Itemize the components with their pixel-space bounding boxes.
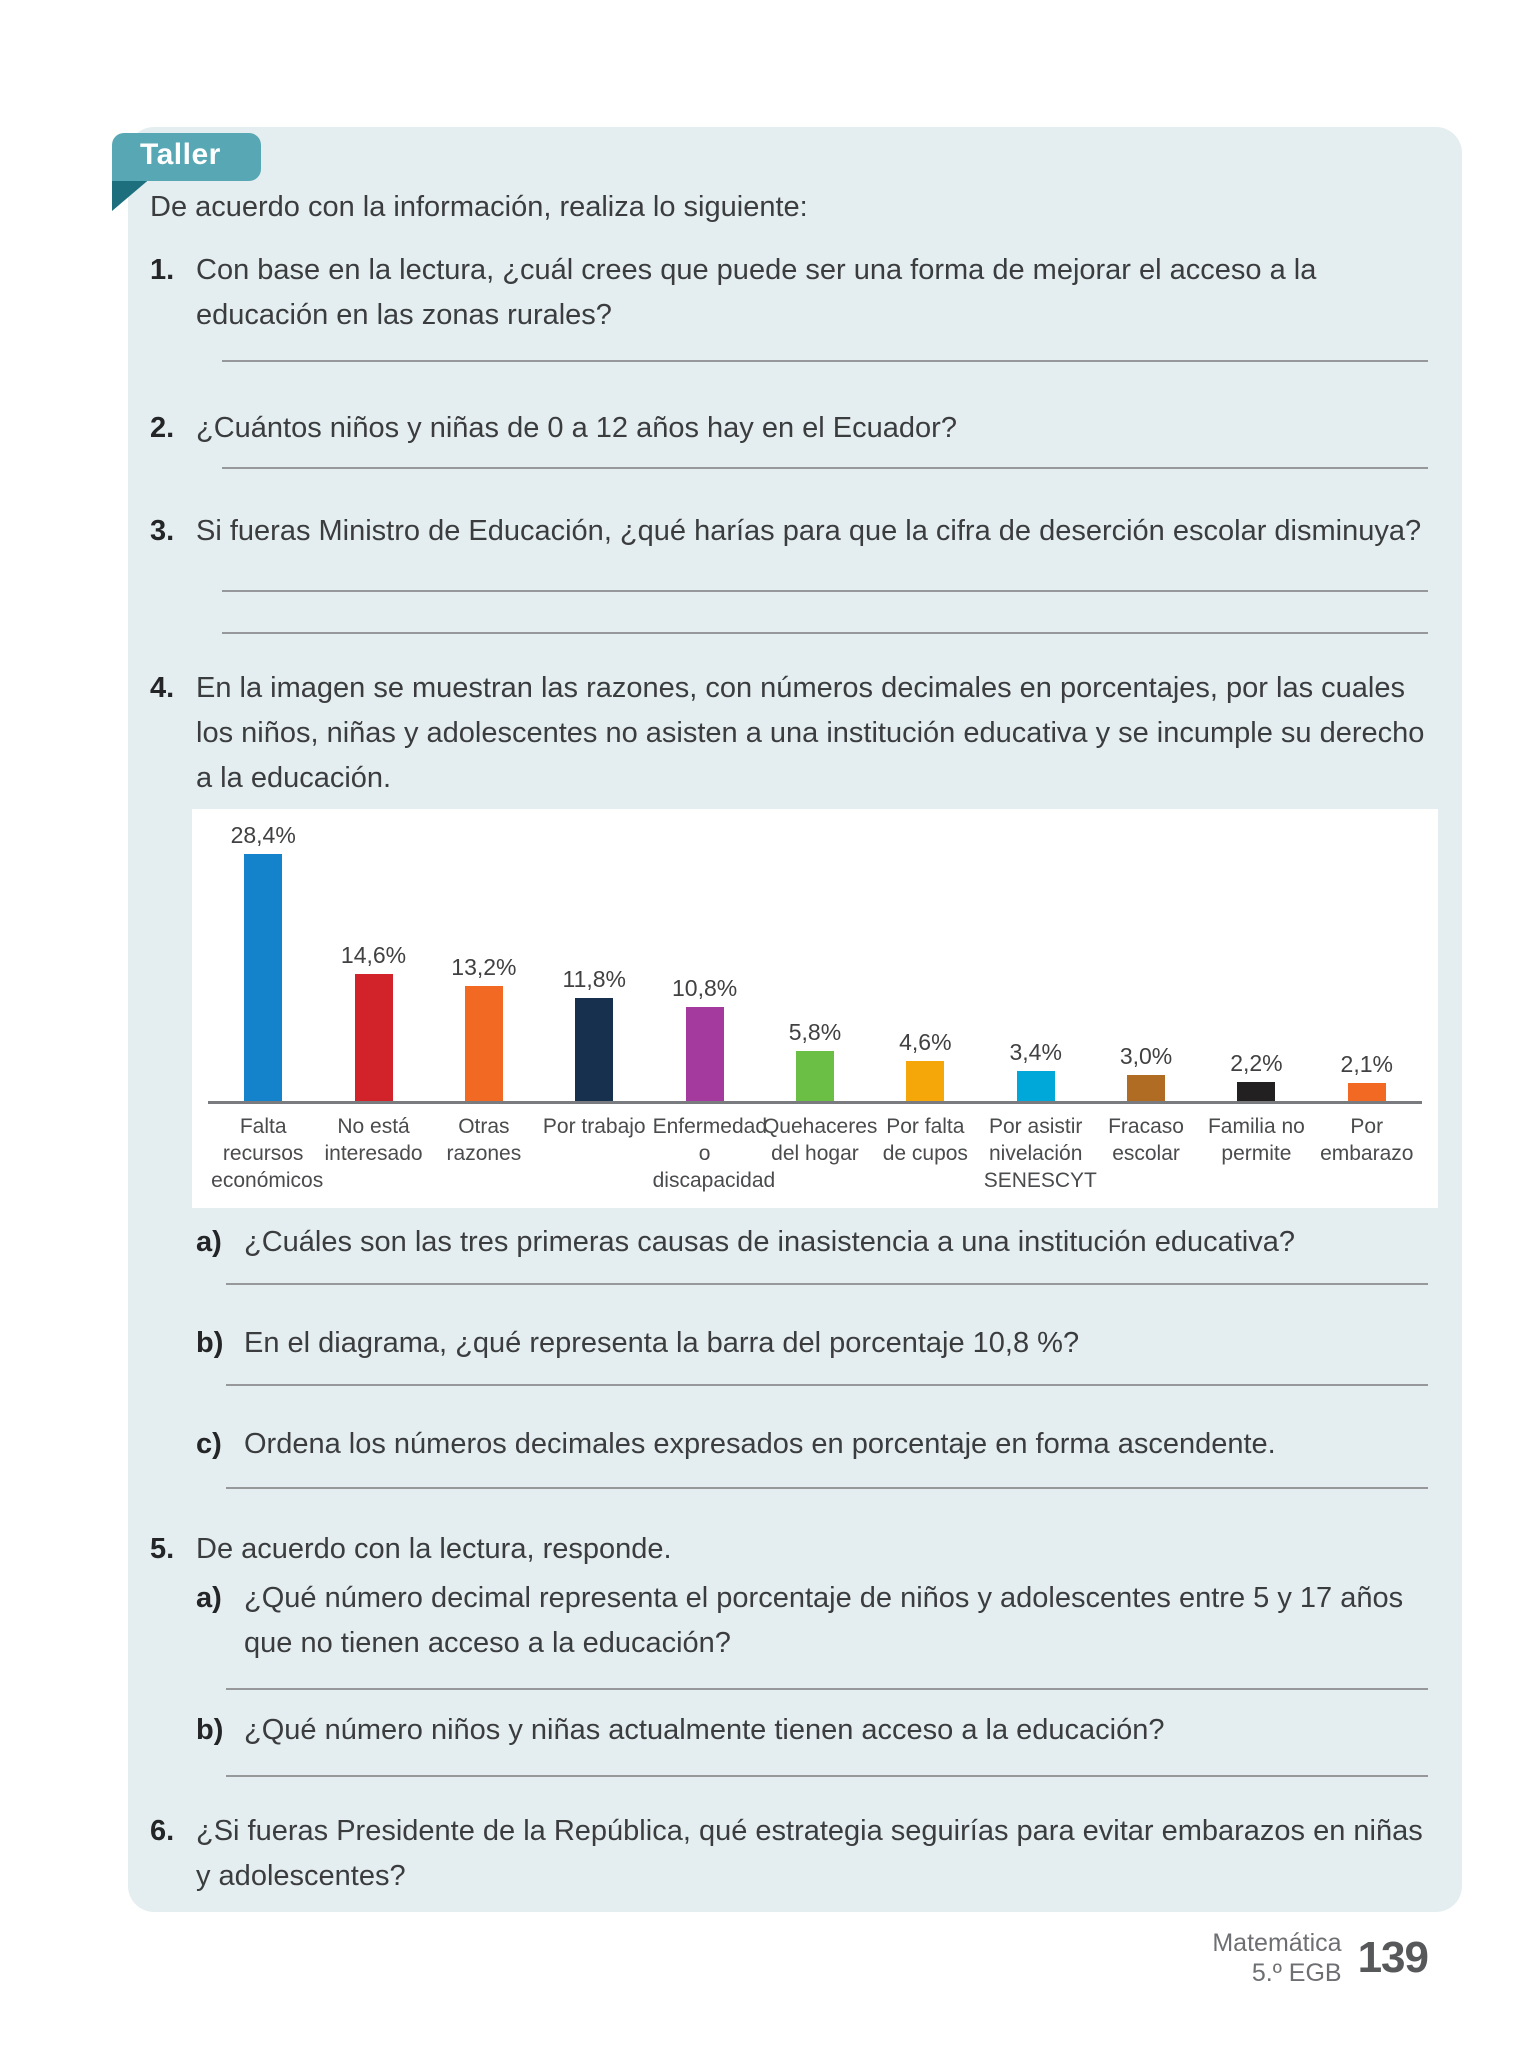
question-1: 1. Con base en la lectura, ¿cuál crees q… bbox=[150, 248, 1428, 338]
footer-subject: Matemática bbox=[1212, 1929, 1342, 1957]
bar-column: 11,8% bbox=[539, 966, 649, 1101]
answer-line bbox=[222, 360, 1428, 362]
bar-category-label: Fracaso escolar bbox=[1108, 1115, 1184, 1165]
intro-text: De acuerdo con la información, realiza l… bbox=[150, 191, 808, 223]
footer-subject-grade: Matemática 5.º EGB bbox=[1212, 1928, 1341, 1988]
bar-category-label: Otras razones bbox=[446, 1115, 522, 1165]
worksheet-panel: De acuerdo con la información, realiza l… bbox=[128, 127, 1462, 1912]
bar-chart-category-labels: Falta recursos económicos No está interes… bbox=[208, 1104, 1422, 1194]
question-1-text: Con base en la lectura, ¿cuál crees que … bbox=[196, 254, 1317, 331]
question-1-number: 1. bbox=[150, 254, 175, 286]
bar-chart: 28,4% 14,6% 13,2% 11,8% 10,8% 5,8% 4,6% 3,4% 3,0… bbox=[192, 809, 1438, 1208]
question-5b: b) ¿Qué número niños y niñas actualmente… bbox=[196, 1708, 1428, 1753]
question-5-number: 5. bbox=[150, 1533, 175, 1565]
question-5b-text: ¿Qué número niños y niñas actualmente ti… bbox=[244, 1714, 1165, 1746]
bar-value-label: 3,4% bbox=[1009, 1039, 1062, 1065]
bar-column: 3,4% bbox=[981, 1039, 1091, 1101]
question-4-number: 4. bbox=[150, 672, 175, 704]
question-4b-text: En el diagrama, ¿qué representa la barra… bbox=[244, 1327, 1080, 1359]
bar-column: 28,4% bbox=[208, 822, 318, 1101]
bar-category-label: Por falta de cupos bbox=[882, 1115, 968, 1165]
bar-category-label: Por trabajo bbox=[542, 1115, 646, 1138]
bar-column: 4,6% bbox=[870, 1029, 980, 1101]
question-2: 2. ¿Cuántos niños y niñas de 0 a 12 años… bbox=[150, 406, 1428, 451]
bar-column: 3,0% bbox=[1091, 1043, 1201, 1101]
answer-line bbox=[226, 1384, 1428, 1386]
bar-value-label: 28,4% bbox=[230, 822, 296, 848]
question-3: 3. Si fueras Ministro de Educación, ¿qué… bbox=[150, 509, 1428, 554]
answer-line bbox=[222, 467, 1428, 469]
bar-column: 5,8% bbox=[760, 1019, 870, 1101]
answer-line bbox=[222, 590, 1428, 592]
bar bbox=[575, 998, 614, 1101]
bar bbox=[354, 974, 393, 1101]
bar-value-label: 11,8% bbox=[562, 966, 627, 992]
answer-line bbox=[222, 632, 1428, 634]
question-5a: a) ¿Qué número decimal representa el por… bbox=[196, 1576, 1428, 1666]
bar-category-label: Falta recursos económicos bbox=[211, 1115, 324, 1192]
question-6: 6. ¿Si fueras Presidente de la República… bbox=[150, 1809, 1428, 1899]
bar bbox=[1347, 1083, 1386, 1101]
bar-category-label: Familia no permite bbox=[1207, 1115, 1305, 1165]
bar bbox=[1127, 1075, 1166, 1101]
bar-category-label: Por embarazo bbox=[1320, 1115, 1414, 1165]
bar-column: 2,2% bbox=[1201, 1050, 1311, 1101]
taller-tab: Taller bbox=[112, 133, 261, 181]
question-5a-text: ¿Qué número decimal representa el porcen… bbox=[244, 1582, 1404, 1659]
bar-category-label: Quehaceres del hogar bbox=[762, 1115, 878, 1165]
question-5b-letter: b) bbox=[196, 1714, 224, 1746]
bar-value-label: 10,8% bbox=[672, 975, 738, 1001]
bar-column: 10,8% bbox=[649, 975, 759, 1101]
answer-line bbox=[226, 1688, 1428, 1690]
bar-column: 14,6% bbox=[318, 942, 428, 1101]
question-4a-letter: a) bbox=[196, 1226, 222, 1258]
bar-value-label: 2,2% bbox=[1230, 1050, 1283, 1076]
question-3-text: Si fueras Ministro de Educación, ¿qué ha… bbox=[196, 515, 1422, 547]
bar-value-label: 4,6% bbox=[899, 1029, 952, 1055]
bar-column: 2,1% bbox=[1312, 1051, 1422, 1101]
question-4b: b) En el diagrama, ¿qué representa la ba… bbox=[196, 1321, 1428, 1366]
question-4c: c) Ordena los números decimales expresad… bbox=[196, 1422, 1428, 1467]
bar-chart-plot-area: 28,4% 14,6% 13,2% 11,8% 10,8% 5,8% 4,6% 3,4% 3,0… bbox=[208, 819, 1422, 1104]
bar-value-label: 3,0% bbox=[1119, 1043, 1173, 1069]
bar-category-label: No está interesado bbox=[324, 1115, 423, 1165]
bar bbox=[244, 854, 283, 1101]
question-6-number: 6. bbox=[150, 1815, 175, 1847]
answer-line bbox=[226, 1283, 1428, 1285]
question-6-text: ¿Si fueras Presidente de la República, q… bbox=[196, 1815, 1423, 1892]
bar-category-label: Enfermedad o discapacidad bbox=[652, 1115, 776, 1192]
question-4c-letter: c) bbox=[196, 1428, 222, 1460]
bar-value-label: 14,6% bbox=[340, 942, 407, 968]
page-number: 139 bbox=[1357, 1933, 1429, 1982]
question-4c-text: Ordena los números decimales expresados … bbox=[244, 1428, 1276, 1460]
question-5: 5. De acuerdo con la lectura, responde. bbox=[150, 1527, 1428, 1572]
bar-column: 13,2% bbox=[429, 954, 539, 1101]
bar bbox=[795, 1051, 834, 1101]
question-4a-text: ¿Cuáles son las tres primeras causas de … bbox=[244, 1226, 1295, 1258]
question-2-text: ¿Cuántos niños y niñas de 0 a 12 años ha… bbox=[196, 412, 957, 444]
bar-value-label: 13,2% bbox=[451, 954, 517, 980]
question-4: 4. En la imagen se muestran las razones,… bbox=[150, 666, 1428, 801]
bar bbox=[906, 1061, 945, 1101]
bar bbox=[685, 1007, 724, 1101]
bar bbox=[1016, 1071, 1055, 1101]
footer-grade: 5.º EGB bbox=[1251, 1959, 1342, 1987]
page-footer: Matemática 5.º EGB 139 bbox=[1212, 1928, 1429, 1988]
question-3-number: 3. bbox=[150, 515, 175, 547]
question-4a: a) ¿Cuáles son las tres primeras causas … bbox=[196, 1220, 1428, 1265]
question-4-text: En la imagen se muestran las razones, co… bbox=[196, 672, 1425, 794]
question-5-text: De acuerdo con la lectura, responde. bbox=[196, 1533, 672, 1565]
bar-value-label: 5,8% bbox=[788, 1019, 842, 1045]
bar bbox=[1237, 1082, 1276, 1101]
question-2-number: 2. bbox=[150, 412, 175, 444]
question-4b-letter: b) bbox=[196, 1327, 224, 1359]
bar-category-label: Por asistir nivelación SENESCYT bbox=[983, 1115, 1097, 1192]
bar-value-label: 2,1% bbox=[1340, 1051, 1393, 1077]
question-5a-letter: a) bbox=[196, 1582, 222, 1614]
answer-line bbox=[226, 1775, 1428, 1777]
bar bbox=[464, 986, 503, 1101]
answer-line bbox=[226, 1487, 1428, 1489]
